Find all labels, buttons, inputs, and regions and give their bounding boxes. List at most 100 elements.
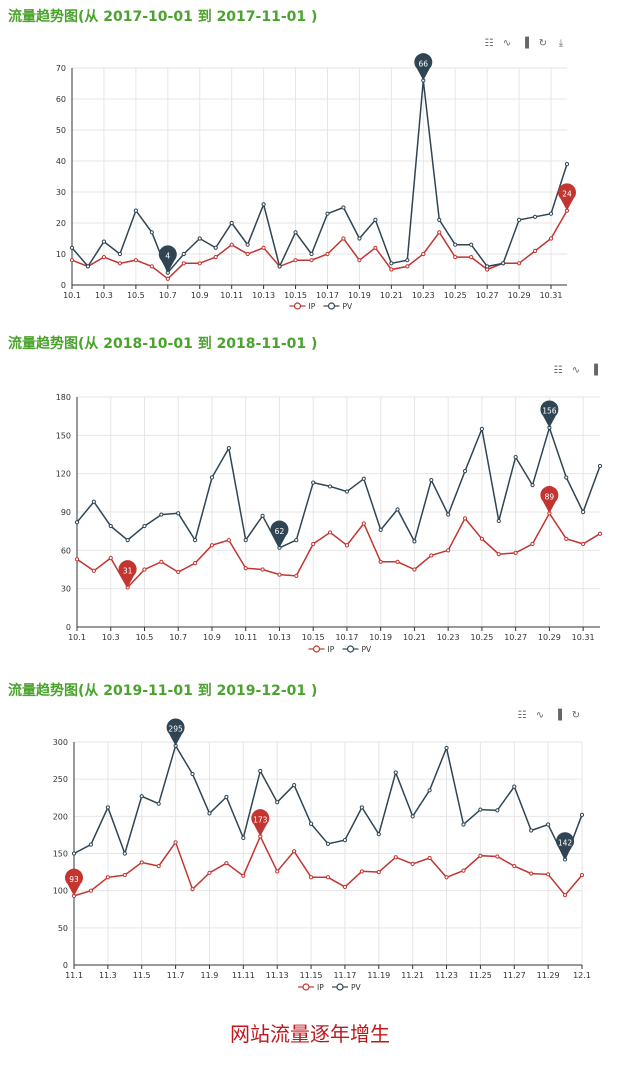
restore-icon[interactable]: ↻ [538,38,548,49]
line-chart: 0 50 100 150 200 250 300 11.1 11.3 11.5 11.7 11.9 11… [53,718,591,992]
line-chart-icon[interactable]: ∿ [502,38,512,49]
data-point-pv [444,745,449,751]
x-tick-label: 10.7 [159,291,177,300]
x-tick-label: 10.5 [136,633,154,642]
x-tick-label: 12.1 [573,971,591,980]
data-view-icon[interactable]: ☷ [484,38,494,49]
data-point-ip [427,855,432,861]
data-point-ip [512,864,517,869]
data-point-ip [91,568,96,573]
x-tick-label: 10.19 [369,633,392,642]
data-point-ip [341,236,346,241]
y-tick-label: 50 [56,126,66,135]
pin-marker-pv: 142 [556,832,575,860]
x-tick-label: 10.19 [348,291,371,300]
chart-title: 流量趋势图(从 2019-11-01 到 2019-12-01 ) [8,683,318,699]
line-chart: 0 10 20 30 40 50 60 70 10.1 10.3 10.5 10.7 10.9 10.11… [56,53,577,311]
data-point-ip [292,849,297,854]
x-tick-label: 10.29 [538,633,561,642]
x-tick-label: 11.11 [232,971,255,980]
data-point-pv [277,264,282,269]
x-tick-label: 11.5 [133,971,151,980]
data-point-ip [311,541,316,547]
x-tick-label: 10.3 [95,291,113,300]
data-point-pv [176,511,181,516]
data-point-pv [453,242,458,247]
legend-label: IP [309,302,316,311]
restore-icon[interactable]: ↻ [571,710,581,721]
data-point-ip [564,536,569,541]
x-tick-label: 11.17 [333,971,356,980]
data-point-pv [108,523,113,529]
data-point-ip [243,566,248,571]
pin-marker-pv: 66 [414,53,433,81]
data-point-pv [139,794,144,799]
data-point-ip [165,276,170,281]
data-point-ip [192,561,198,566]
data-point-ip [562,893,568,898]
data-point-ip [469,255,474,260]
data-point-pv [71,851,77,856]
data-point-pv [325,211,330,216]
data-point-ip [361,521,366,526]
x-tick-label: 10.27 [504,633,527,642]
data-point-pv [429,477,434,483]
data-point-pv [532,214,538,219]
data-point-ip [261,245,266,250]
data-point-ip [293,258,298,263]
data-point-ip [378,559,383,564]
data-point-ip [149,264,154,269]
data-point-pv [133,208,138,213]
x-tick-label: 10.13 [268,633,291,642]
data-point-pv [412,539,417,544]
data-point-pv [261,202,266,207]
data-point-ip [69,258,75,263]
data-point-ip [117,261,123,266]
data-point-ip [393,855,398,860]
legend-label: IP [317,983,324,992]
legend-item-ip[interactable]: IP [308,645,335,654]
pin-marker-ip: 173 [251,809,270,837]
bar-chart-icon[interactable]: ▐ [554,710,562,721]
legend-item-ip[interactable]: IP [298,983,324,992]
legend-item-pv[interactable]: PV [323,302,354,311]
data-view-icon[interactable]: ☷ [553,365,563,376]
y-tick-label: 250 [53,775,68,784]
data-point-pv [226,446,231,451]
bar-chart-icon[interactable]: ▐ [521,38,529,49]
legend-label: IP [328,645,335,654]
save-image-icon[interactable]: ⤓ [558,38,564,49]
toolbox: ☷ ∿ ▐ ↻ [516,710,582,722]
x-tick-label: 10.25 [470,633,493,642]
line-chart-icon[interactable]: ∿ [535,710,545,721]
x-tick-label: 10.15 [302,633,325,642]
marker-label: 156 [542,407,557,416]
data-view-icon[interactable]: ☷ [517,710,527,721]
data-point-pv [344,489,350,494]
legend-item-pv[interactable]: PV [342,645,373,654]
x-tick-label: 10.1 [68,633,86,642]
pin-marker-ip: 31 [118,560,137,588]
data-point-pv [469,242,474,247]
data-point-pv [581,509,586,515]
data-point-ip [176,569,181,575]
data-point-pv [530,483,535,488]
line-chart-icon[interactable]: ∿ [571,365,581,376]
data-point-pv [446,512,451,517]
data-point-ip [421,251,426,257]
data-point-ip [105,875,110,880]
data-point-pv [229,220,234,226]
data-point-ip [546,872,551,877]
bar-chart-icon[interactable]: ▐ [590,365,598,376]
x-tick-label: 11.21 [401,971,424,980]
x-tick-label: 10.15 [284,291,307,300]
data-point-ip [88,888,94,893]
data-point-pv [142,523,147,529]
pin-marker-ip: 89 [540,486,559,514]
legend-item-pv[interactable]: PV [332,983,362,992]
legend-item-ip[interactable]: IP [289,302,316,311]
data-point-pv [376,832,381,837]
data-point-ip [142,567,147,572]
x-tick-label: 11.25 [469,971,492,980]
data-point-pv [224,794,229,800]
